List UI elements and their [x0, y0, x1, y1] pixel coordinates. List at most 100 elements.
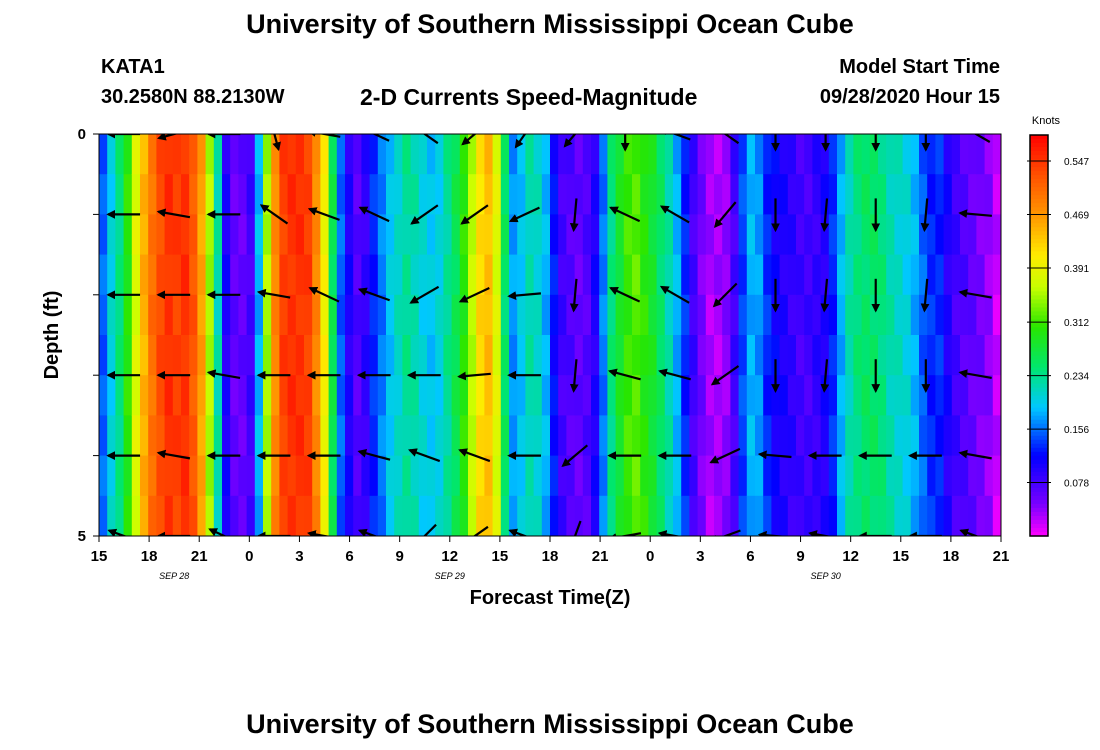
heatmap-cell: [894, 214, 904, 256]
colorbar-swatch: [1030, 287, 1048, 292]
heatmap-cell: [492, 214, 502, 256]
heatmap-cell: [927, 254, 936, 296]
heatmap-cell: [902, 375, 912, 416]
heatmap-cell: [295, 415, 305, 457]
current-vector: [307, 530, 331, 536]
current-vector: [710, 365, 740, 386]
current-vector: [569, 198, 579, 233]
heatmap-cell: [853, 455, 863, 497]
heatmap-cell: [763, 214, 772, 256]
heatmap-cell: [820, 294, 830, 336]
current-vector: [357, 528, 378, 536]
heatmap-cell: [189, 455, 198, 497]
heatmap-cell: [484, 375, 494, 416]
heatmap-cell: [484, 254, 494, 296]
heatmap-cell: [902, 495, 912, 536]
heatmap-cell: [566, 375, 576, 416]
heatmap-cell: [427, 335, 436, 376]
heatmap-cell: [263, 495, 272, 536]
heatmap-cell: [812, 335, 822, 376]
colorbar-swatch: [1030, 151, 1048, 156]
heatmap-cell: [115, 214, 125, 256]
heatmap-cell: [599, 415, 608, 457]
heatmap-cell: [722, 134, 731, 175]
current-vector: [569, 278, 579, 313]
heatmap-cell: [779, 375, 789, 416]
heatmap-cell: [910, 214, 920, 256]
current-vector: [708, 529, 741, 536]
heatmap-cell: [615, 335, 625, 376]
heatmap-cell: [837, 174, 846, 215]
heatmap-cell: [705, 335, 715, 376]
heatmap-cell: [960, 174, 969, 215]
heatmap-cell: [960, 294, 969, 336]
heatmap-cell: [828, 294, 838, 336]
heatmap-cell: [697, 455, 707, 497]
heatmap-cell: [943, 415, 953, 457]
heatmap-cell: [951, 375, 961, 416]
heatmap-cell: [984, 214, 994, 256]
x-tick-label: 18: [141, 548, 158, 565]
heatmap-cell: [640, 174, 649, 215]
heatmap-cell: [582, 214, 592, 256]
heatmap-cell: [451, 495, 461, 536]
heatmap-cell: [599, 174, 608, 215]
heatmap-cell: [919, 174, 928, 215]
heatmap-cell: [992, 214, 1001, 256]
heatmap-cell: [738, 335, 748, 376]
heatmap-cell: [951, 415, 961, 457]
current-vector: [958, 449, 992, 460]
heatmap-cell: [345, 214, 354, 256]
heatmap-cell: [386, 214, 395, 256]
heatmap-cell: [656, 134, 666, 175]
current-vector: [713, 201, 737, 229]
colorbar-swatch: [1030, 487, 1048, 493]
heatmap-cell: [730, 495, 740, 536]
heatmap-cell: [336, 254, 346, 296]
current-vector: [472, 525, 489, 536]
heatmap-cell: [115, 134, 125, 175]
heatmap-cell: [140, 254, 149, 296]
heatmap-cell: [279, 335, 289, 376]
heatmap-cell: [951, 294, 961, 336]
heatmap-cell: [714, 254, 723, 296]
heatmap-cell: [189, 375, 198, 416]
heatmap-cell: [968, 134, 977, 175]
heatmap-cell: [500, 455, 510, 497]
heatmap-cell: [697, 214, 707, 256]
heatmap-cell: [131, 495, 141, 536]
colorbar-label: 0.312: [1064, 318, 1089, 329]
heatmap-cell: [927, 455, 936, 497]
heatmap-cell: [295, 495, 305, 536]
heatmap-cell: [172, 294, 182, 336]
heatmap-cell: [837, 294, 846, 336]
heatmap-cell: [140, 375, 149, 416]
heatmap-cell: [919, 294, 928, 336]
heatmap-cell: [697, 174, 707, 215]
heatmap-cell: [845, 455, 854, 497]
colorbar-swatch: [1030, 379, 1048, 385]
heatmap-cell: [763, 335, 772, 376]
heatmap-cell: [763, 174, 772, 215]
colorbar-swatch: [1030, 347, 1048, 353]
heatmap-cell: [738, 174, 748, 215]
heatmap-cell: [935, 254, 945, 296]
heatmap-cell: [722, 254, 731, 296]
heatmap-cell: [894, 415, 904, 457]
heatmap-cell: [599, 294, 608, 336]
heatmap-cell: [935, 134, 945, 175]
heatmap-cell: [804, 415, 813, 457]
heatmap-cell: [123, 415, 133, 457]
heatmap-cell: [345, 375, 354, 416]
heatmap-cell: [894, 294, 904, 336]
heatmap-cell: [640, 415, 649, 457]
heatmap-cell: [771, 134, 781, 175]
colorbar-swatch: [1030, 499, 1048, 505]
heatmap-cell: [131, 174, 141, 215]
heatmap-cell: [582, 455, 592, 497]
heatmap-cell: [615, 415, 625, 457]
heatmap-cell: [837, 254, 846, 296]
current-vector: [508, 528, 529, 536]
x-tick-label: 3: [295, 548, 303, 565]
heatmap-cell: [910, 254, 920, 296]
